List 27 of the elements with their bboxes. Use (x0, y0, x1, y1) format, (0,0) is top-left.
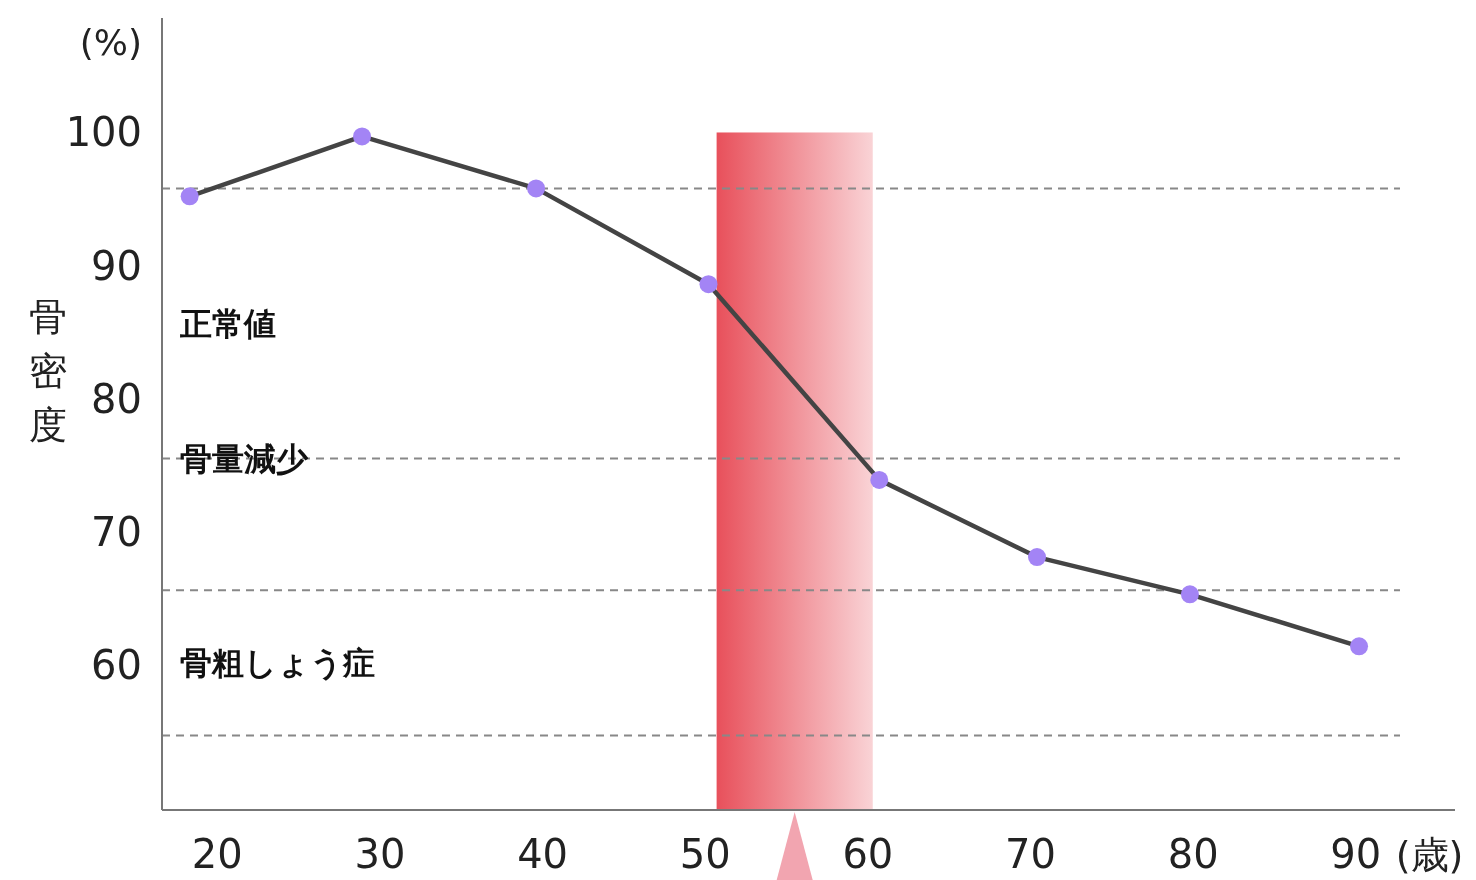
x-tick-label: 30 (354, 831, 406, 877)
x-axis-title: (歳) (1395, 833, 1464, 877)
point (699, 275, 718, 294)
y-tick-label: 100 (65, 109, 142, 156)
x-tick-label: 50 (679, 831, 731, 877)
annotation: 正常値 (179, 304, 276, 343)
point (353, 127, 372, 146)
x-tick-label: 20 (191, 831, 243, 877)
x-tick-label: 60 (842, 831, 894, 877)
point (1180, 585, 1199, 604)
point (1028, 548, 1047, 567)
annotation: 骨粗しょう症 (180, 644, 375, 683)
y-tick-label: 90 (91, 242, 142, 289)
x-tick-label: 80 (1167, 831, 1219, 877)
x-tick-label: 40 (517, 831, 569, 877)
point (527, 179, 546, 198)
y-tick-label: 60 (91, 641, 142, 688)
text: (%) (79, 22, 142, 63)
x-tick-label: 70 (1005, 831, 1056, 877)
y-tick-label: 80 (91, 375, 142, 422)
point (1350, 637, 1369, 656)
point (180, 187, 199, 206)
x-tick-label: 90 (1330, 831, 1382, 877)
y-tick-label: 70 (91, 508, 142, 555)
point (870, 470, 889, 489)
y-axis-title: 骨密度 (29, 295, 67, 447)
annotation: 骨量減少 (180, 439, 309, 478)
